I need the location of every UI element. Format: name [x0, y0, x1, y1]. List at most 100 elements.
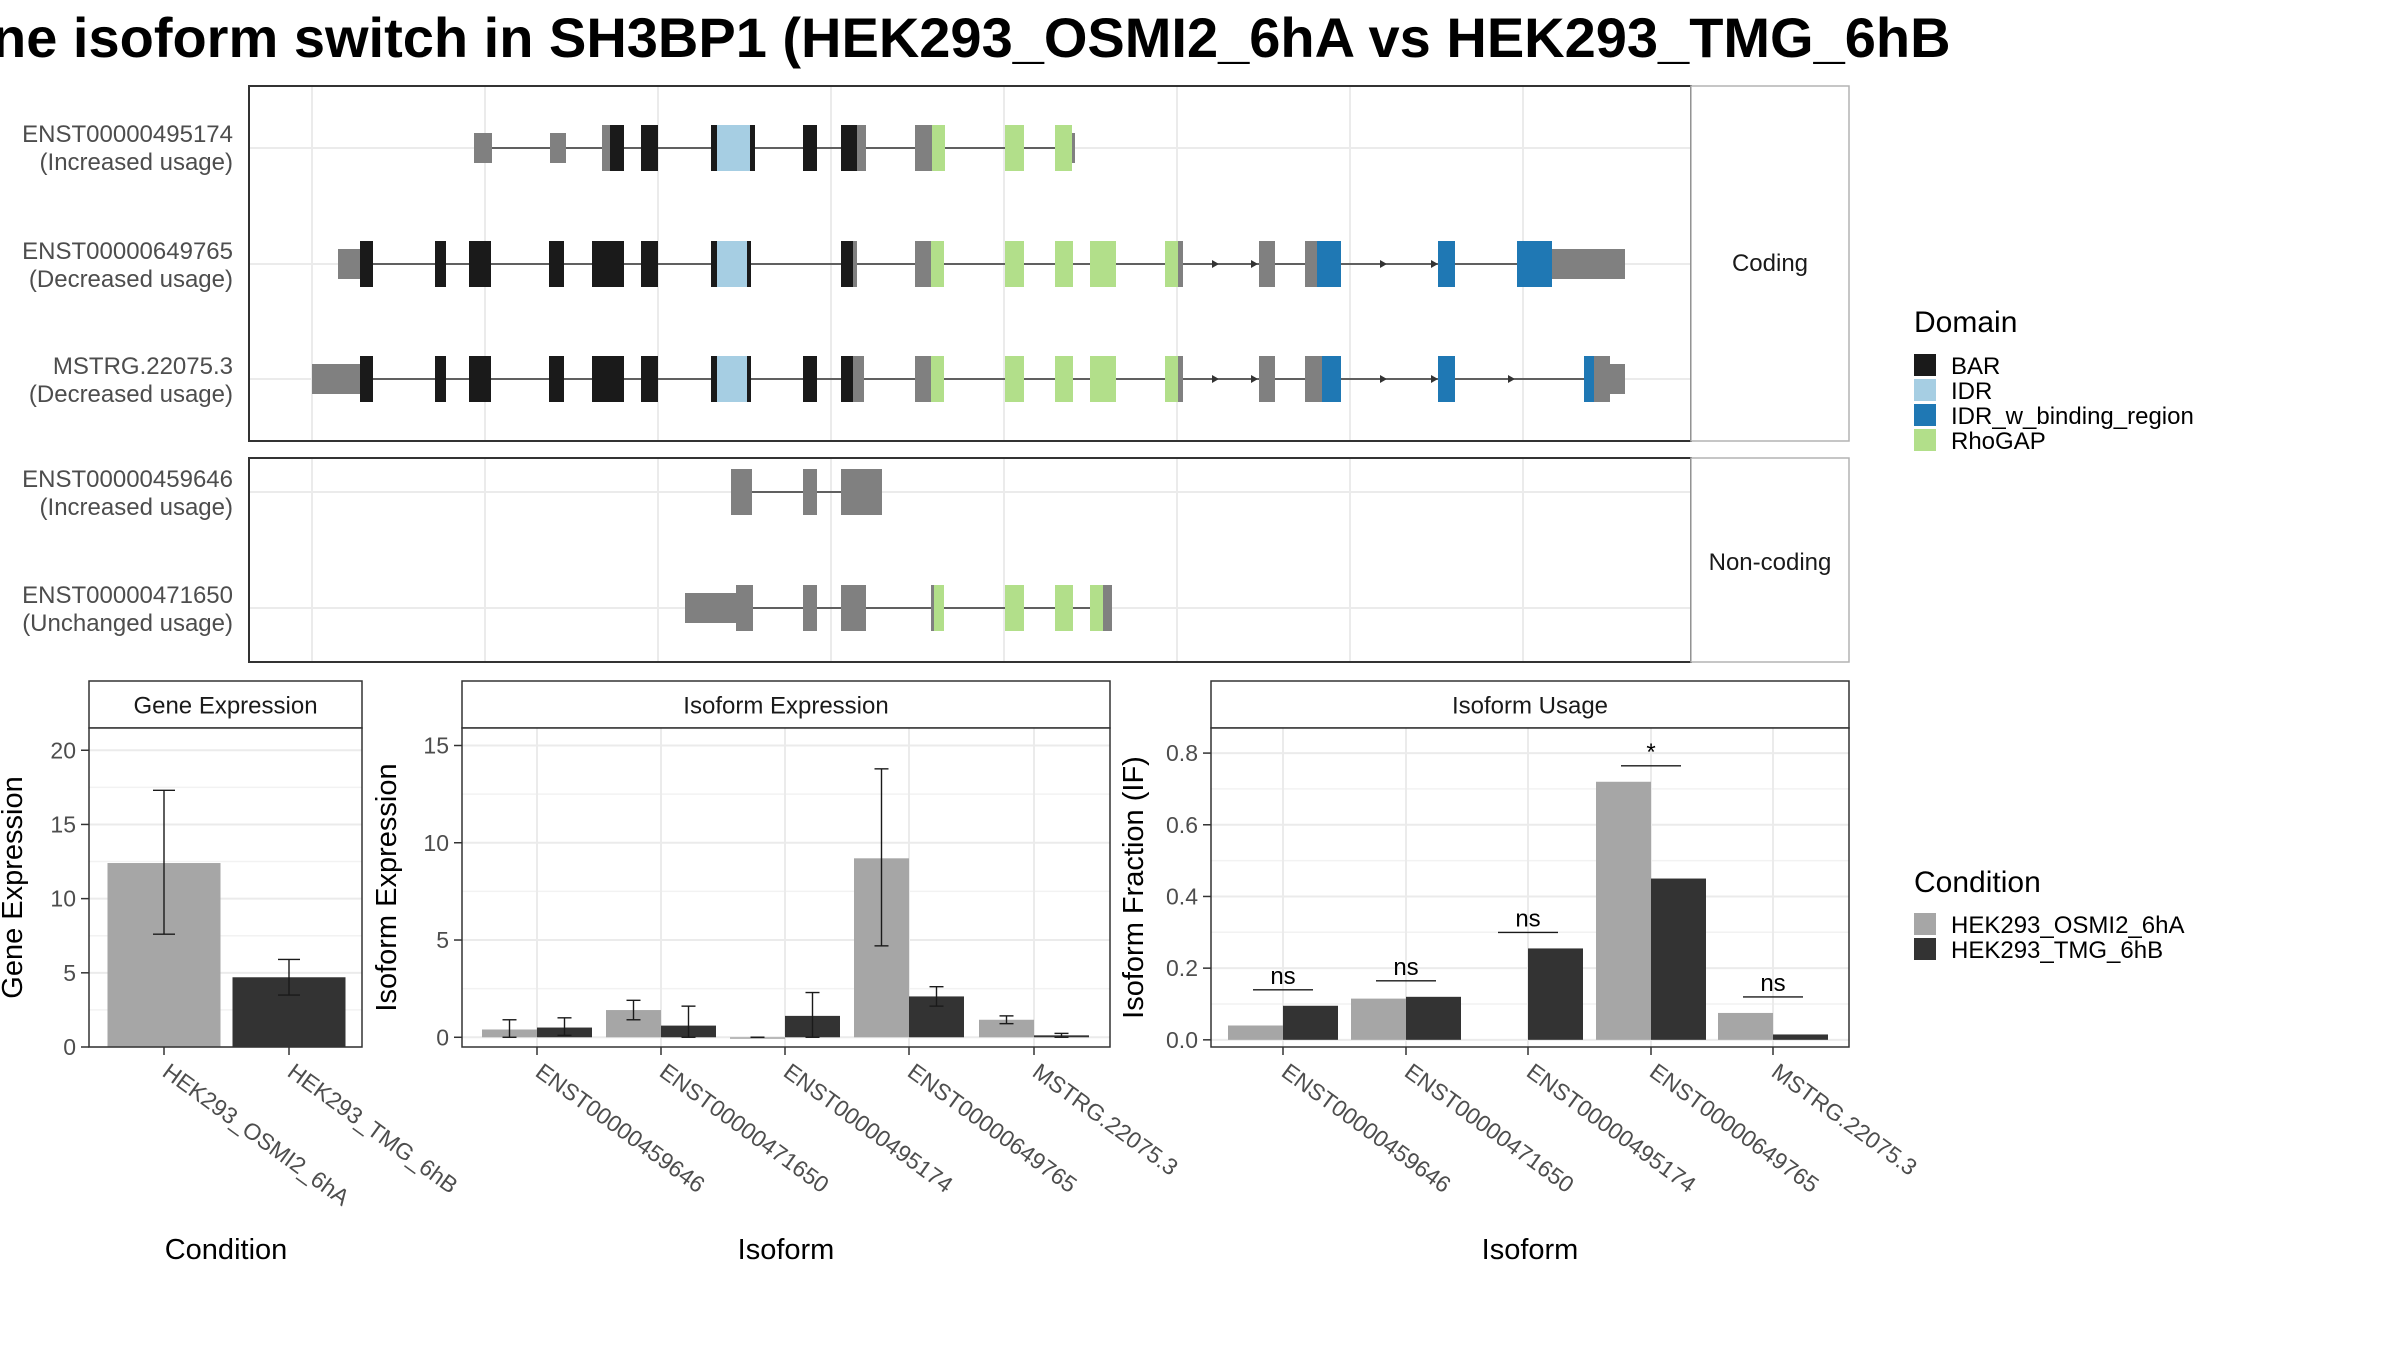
- domain-block: [711, 125, 717, 171]
- significance-label: ns: [1393, 954, 1418, 981]
- exon-block: [853, 241, 857, 287]
- legend-label-IDR-w-binding: IDR_w_binding_region: [1951, 403, 2194, 430]
- coding-strip-label: Coding: [1732, 250, 1808, 277]
- y-tick-label: 15: [423, 733, 449, 759]
- domain-block: [1438, 356, 1455, 402]
- plot-border: [461, 727, 1111, 1048]
- isoform-label-3-id: MSTRG.22075.3: [53, 353, 233, 380]
- exon-block: [853, 356, 864, 402]
- domain-block: [1055, 356, 1073, 402]
- domain-block: [747, 356, 751, 402]
- noncoding-panel: Non-coding: [248, 457, 1850, 663]
- domain-block: [1005, 241, 1024, 287]
- domain-block: [360, 241, 373, 287]
- transcript-labels: ENST00000495174 (Increased usage) ENST00…: [22, 121, 233, 637]
- domain-block: [750, 125, 755, 171]
- domain-block: [610, 125, 624, 171]
- exon-block: [915, 241, 931, 287]
- legend-key-condA: [1914, 913, 1936, 935]
- domain-block: [641, 241, 658, 287]
- plot-border: [88, 727, 363, 1048]
- exon-block: [915, 356, 931, 402]
- noncoding-strip-label: Non-coding: [1709, 549, 1832, 576]
- domain-block: [469, 241, 491, 287]
- y-axis-title: Gene Expression: [0, 776, 29, 998]
- facet-strip: [88, 680, 363, 729]
- direction-arrow: [1251, 260, 1258, 268]
- isoform-label-5-usage: (Unchanged usage): [22, 610, 233, 637]
- significance-label: ns: [1270, 963, 1295, 990]
- exon-block: [1610, 364, 1625, 394]
- isoform-label-1-id: ENST00000495174: [22, 121, 233, 148]
- legend-key-BAR: [1914, 354, 1936, 376]
- direction-arrow: [1251, 375, 1258, 383]
- y-tick-label: 0.4: [1166, 883, 1198, 909]
- facet-strip: [461, 680, 1111, 729]
- noncoding-transcript-tracks: [685, 469, 1112, 631]
- exon-block: [841, 469, 882, 515]
- bar: [979, 1019, 1034, 1038]
- domain-block: [435, 241, 446, 287]
- bar: [1596, 781, 1651, 1040]
- domain-block: [1165, 241, 1178, 287]
- domain-block: [435, 356, 446, 402]
- exon-block: [338, 249, 360, 279]
- bar: [730, 1037, 785, 1039]
- domain-block: [934, 585, 944, 631]
- domain-block: [717, 356, 747, 402]
- domain-block: [1517, 241, 1552, 287]
- exon-block: [857, 125, 866, 171]
- y-tick-label: 5: [63, 960, 76, 986]
- exon-block: [550, 133, 566, 163]
- domain-block: [1005, 125, 1024, 171]
- domain-block: [931, 356, 944, 402]
- bar: [1406, 996, 1461, 1040]
- exon-block: [1178, 241, 1183, 287]
- exon-block: [1259, 356, 1275, 402]
- y-tick-label: 15: [50, 811, 76, 837]
- domain-block: [841, 125, 857, 171]
- direction-arrow: [1380, 260, 1387, 268]
- legend-label-RhoGAP: RhoGAP: [1951, 428, 2046, 455]
- exon-block: [915, 125, 932, 171]
- domain-block: [803, 125, 817, 171]
- exon-block: [731, 469, 752, 515]
- exon-block: [1178, 356, 1183, 402]
- exon-block: [1552, 249, 1625, 279]
- isoform-expression-chart: Isoform Expression 0 5 10 15 Isoform Expressi…: [371, 680, 1183, 1266]
- exon-block: [931, 585, 934, 631]
- domain-block: [1005, 585, 1024, 631]
- domain-block: [1584, 356, 1594, 402]
- domain-legend-title: Domain: [1914, 306, 2017, 339]
- domain-block: [747, 241, 751, 287]
- isoform-label-2-id: ENST00000649765: [22, 238, 233, 265]
- domain-block: [711, 241, 717, 287]
- domain-block: [1317, 241, 1341, 287]
- y-tick-label: 10: [50, 886, 76, 912]
- x-axis-title: Condition: [165, 1234, 288, 1266]
- exon-block: [474, 133, 492, 163]
- bar: [1228, 1025, 1283, 1040]
- bar: [1283, 1005, 1338, 1040]
- exon-block: [602, 125, 610, 171]
- legend-key-IDR: [1914, 379, 1936, 401]
- domain-block: [469, 356, 491, 402]
- significance-label: *: [1646, 739, 1655, 766]
- x-axis-title: Isoform: [1482, 1234, 1579, 1266]
- bar: [1528, 948, 1583, 1040]
- y-axis-title: Isoform Fraction (IF): [1118, 756, 1150, 1019]
- y-tick-label: 5: [436, 927, 449, 953]
- domain-block: [932, 125, 945, 171]
- bar: [1651, 878, 1706, 1040]
- legend-label-IDR: IDR: [1951, 378, 1992, 405]
- significance-label: ns: [1760, 970, 1785, 997]
- domain-block: [1005, 356, 1024, 402]
- exon-block: [803, 585, 817, 631]
- domain-block: [717, 125, 750, 171]
- domain-block: [717, 241, 747, 287]
- exon-block: [736, 585, 753, 631]
- legend-label-condA: HEK293_OSMI2_6hA: [1951, 912, 2184, 939]
- domain-block: [549, 241, 564, 287]
